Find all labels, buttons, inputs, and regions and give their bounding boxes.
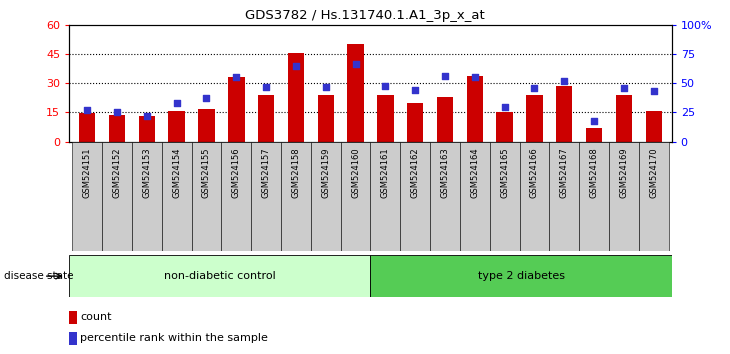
Text: GSM524157: GSM524157 — [261, 147, 271, 198]
Text: GSM524162: GSM524162 — [411, 147, 420, 198]
Bar — [526, 95, 542, 142]
Point — [261, 84, 272, 90]
Text: GSM524155: GSM524155 — [202, 147, 211, 198]
Bar — [69, 255, 371, 297]
Point — [410, 87, 421, 93]
Bar — [460, 142, 490, 251]
Point — [469, 75, 480, 80]
Bar — [377, 95, 393, 142]
Point — [380, 83, 391, 88]
Bar — [371, 255, 672, 297]
Text: GSM524161: GSM524161 — [381, 147, 390, 198]
Bar — [645, 112, 662, 142]
Bar — [318, 95, 334, 142]
Bar — [639, 142, 669, 251]
Text: GSM524169: GSM524169 — [619, 147, 629, 198]
Point — [529, 85, 540, 91]
Text: non-diabetic control: non-diabetic control — [164, 271, 276, 281]
Text: GSM524156: GSM524156 — [232, 147, 241, 198]
Text: GSM524158: GSM524158 — [291, 147, 301, 198]
Bar — [341, 142, 370, 251]
Bar — [400, 142, 430, 251]
Bar — [586, 128, 602, 142]
Text: type 2 diabetes: type 2 diabetes — [477, 271, 564, 281]
Bar — [311, 142, 341, 251]
Point — [141, 113, 153, 119]
Bar — [496, 113, 513, 142]
Text: GSM524165: GSM524165 — [500, 147, 509, 198]
Text: GSM524154: GSM524154 — [172, 147, 181, 198]
Text: GSM524152: GSM524152 — [112, 147, 122, 198]
Point — [171, 100, 182, 106]
Bar — [72, 142, 102, 251]
Bar — [228, 78, 245, 142]
Text: GSM524168: GSM524168 — [590, 147, 599, 198]
Point — [82, 107, 93, 113]
Bar — [162, 142, 191, 251]
Bar — [430, 142, 460, 251]
Bar — [169, 112, 185, 142]
Bar — [609, 142, 639, 251]
Text: GSM524166: GSM524166 — [530, 147, 539, 198]
Bar — [437, 97, 453, 142]
Bar — [79, 113, 96, 142]
Bar — [579, 142, 609, 251]
Bar — [69, 311, 77, 324]
Text: GSM524163: GSM524163 — [440, 147, 450, 198]
Bar — [69, 332, 77, 345]
Bar — [132, 142, 162, 251]
Bar — [102, 142, 132, 251]
Bar — [466, 76, 483, 142]
Point — [558, 78, 570, 84]
Bar — [258, 95, 274, 142]
Point — [499, 104, 510, 109]
Point — [350, 62, 361, 67]
Bar — [251, 142, 281, 251]
Point — [111, 110, 123, 115]
Bar — [550, 142, 579, 251]
Point — [290, 63, 301, 68]
Point — [618, 85, 630, 91]
Text: GSM524151: GSM524151 — [82, 147, 92, 198]
Text: count: count — [80, 312, 112, 322]
Point — [588, 118, 600, 124]
Text: GSM524167: GSM524167 — [560, 147, 569, 198]
Bar — [370, 142, 400, 251]
Bar — [191, 142, 221, 251]
Text: GSM524160: GSM524160 — [351, 147, 360, 198]
Point — [201, 96, 212, 101]
Bar — [556, 86, 572, 142]
Bar — [407, 103, 423, 142]
Bar — [288, 53, 304, 142]
Bar — [199, 108, 215, 142]
Text: GSM524164: GSM524164 — [470, 147, 480, 198]
Bar — [347, 44, 364, 142]
Text: GSM524153: GSM524153 — [142, 147, 151, 198]
Bar — [615, 95, 632, 142]
Bar — [490, 142, 520, 251]
Text: GSM524159: GSM524159 — [321, 147, 330, 198]
Text: disease state: disease state — [4, 271, 73, 281]
Text: GSM524170: GSM524170 — [649, 147, 658, 198]
Point — [231, 75, 242, 80]
Text: percentile rank within the sample: percentile rank within the sample — [80, 333, 268, 343]
Point — [648, 88, 659, 94]
Point — [320, 84, 331, 90]
Bar — [281, 142, 311, 251]
Text: GDS3782 / Hs.131740.1.A1_3p_x_at: GDS3782 / Hs.131740.1.A1_3p_x_at — [245, 9, 485, 22]
Bar — [139, 116, 155, 142]
Bar — [520, 142, 550, 251]
Bar — [109, 115, 126, 142]
Bar — [221, 142, 251, 251]
Point — [439, 73, 451, 79]
